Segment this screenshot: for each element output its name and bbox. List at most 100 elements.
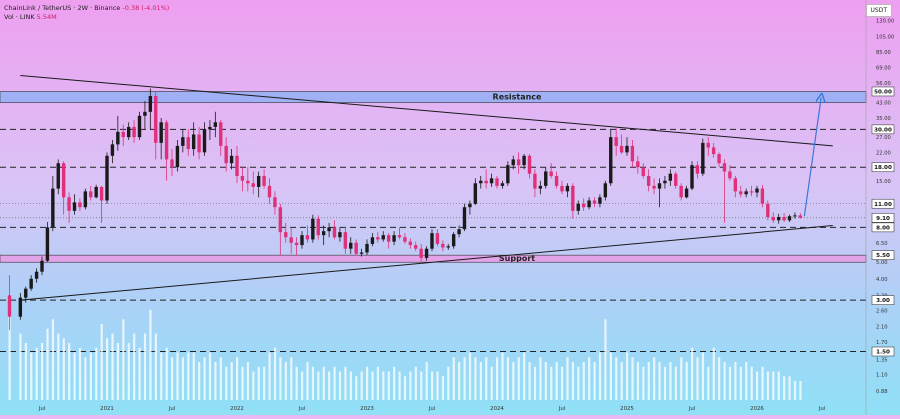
volume-bar	[793, 381, 797, 400]
candle	[446, 243, 450, 250]
candle-body	[29, 278, 33, 289]
candle	[679, 183, 683, 201]
volume-bar	[636, 362, 640, 400]
candle-body	[262, 175, 266, 186]
y-tick-label: 4.00	[876, 277, 888, 283]
volume-bar	[615, 357, 618, 400]
candle	[18, 293, 23, 320]
candle-body	[473, 183, 478, 204]
candle	[273, 191, 277, 215]
volume-bar	[116, 343, 120, 400]
volume-bar	[680, 357, 683, 400]
y-tick-label: 130.00	[876, 19, 894, 25]
candle-body	[690, 165, 694, 189]
candle	[798, 213, 803, 219]
volume-bar	[279, 357, 282, 400]
volume-bar	[593, 362, 596, 400]
volume-bar	[739, 366, 742, 400]
volume-bar	[517, 357, 520, 400]
candle	[397, 227, 402, 240]
volume-bar	[783, 376, 786, 400]
candle-body	[527, 155, 532, 174]
x-tick-label: 2025	[620, 406, 634, 412]
candle-body	[273, 197, 277, 208]
volume-bar	[501, 352, 504, 400]
y-tick-label: 1.10	[876, 373, 888, 379]
volume-bar	[73, 352, 76, 400]
volume-bar	[420, 371, 423, 400]
volume-bar	[8, 314, 11, 400]
candle	[462, 203, 467, 232]
volume-bar	[398, 371, 401, 400]
candle-body	[744, 191, 748, 195]
candle-body	[89, 191, 93, 198]
symbol-row: ChainLink / TetherUS · 2W · Binance -0.3…	[4, 4, 169, 13]
candle	[760, 184, 765, 208]
volume-bar	[458, 362, 461, 400]
candle-body	[349, 242, 353, 249]
price-level-label: 9.10	[876, 216, 890, 222]
candle	[554, 171, 559, 189]
candle	[89, 185, 93, 201]
candle-body	[625, 145, 629, 153]
candle	[219, 120, 223, 156]
candle	[148, 88, 153, 130]
volume-bar	[734, 362, 737, 400]
volume-bar	[550, 366, 553, 400]
volume-bar	[642, 366, 645, 400]
candle	[132, 120, 136, 143]
y-tick-label: 22.00	[876, 150, 891, 156]
resistance-zone	[0, 91, 867, 103]
volume-bar	[403, 376, 407, 400]
volume-bar	[35, 347, 38, 400]
volume-bar	[328, 371, 331, 400]
price-level-box	[871, 124, 895, 135]
volume-bar	[463, 357, 466, 400]
price-level-box	[871, 198, 895, 209]
candle	[663, 175, 667, 189]
price-change: -0.38 (-4.01%)	[122, 4, 170, 12]
candle	[619, 134, 624, 155]
x-tick-label: 2023	[360, 406, 374, 412]
volume-bar	[447, 366, 450, 400]
candle-body	[571, 185, 575, 211]
volume-bar	[485, 357, 488, 400]
y-tick-label: 0.88	[876, 389, 888, 395]
price-level-box	[871, 213, 895, 223]
volume-bar	[452, 357, 455, 400]
candle-body	[711, 147, 716, 155]
price-level-box	[871, 250, 895, 260]
candle-body	[284, 232, 288, 238]
candle	[657, 178, 662, 208]
candle	[365, 239, 369, 256]
candle	[332, 220, 337, 240]
volume-bar	[561, 366, 564, 400]
candle	[603, 180, 608, 201]
candle-body	[321, 231, 326, 236]
candle-body	[148, 96, 153, 112]
volume-bar	[30, 352, 33, 400]
candle	[289, 227, 293, 254]
candle	[776, 213, 781, 224]
volume-bar	[344, 366, 347, 400]
candle	[457, 225, 461, 238]
volume-label: Vol · LINK	[4, 13, 35, 21]
candle	[516, 152, 521, 174]
candle-body	[560, 185, 564, 192]
candle-body	[305, 235, 310, 240]
candle	[414, 241, 418, 252]
candle-body	[554, 175, 559, 186]
volume-bar	[523, 352, 526, 400]
volume-bar	[257, 366, 260, 400]
currency-button[interactable]: USDT	[865, 4, 892, 17]
y-tick-label: 6.50	[876, 241, 888, 247]
candle	[744, 188, 748, 198]
volume-bar	[756, 371, 759, 400]
volume-bar	[338, 371, 342, 400]
candle	[78, 198, 82, 211]
candle	[294, 237, 299, 256]
price-level-label: 8.00	[876, 225, 890, 231]
candle	[782, 213, 786, 223]
candle-body	[565, 185, 570, 192]
candle	[749, 185, 754, 197]
